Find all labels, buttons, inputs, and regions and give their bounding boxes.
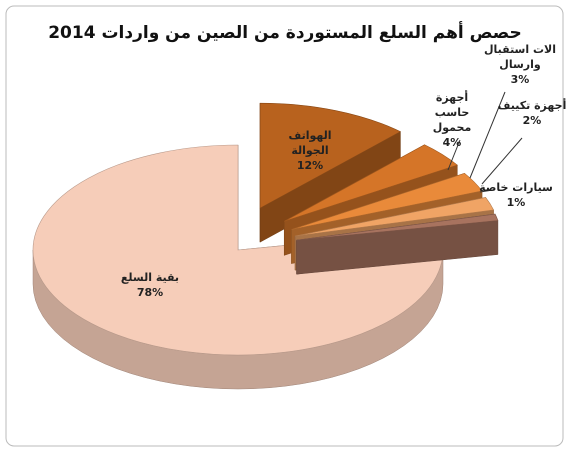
slice-label: أجهزة حاسب محمول 4% bbox=[417, 90, 487, 150]
pie-slice bbox=[291, 172, 483, 230]
leader-line bbox=[447, 139, 461, 171]
slice-label: أجهزة تكييف 2% bbox=[492, 98, 570, 128]
slice-value: 12% bbox=[296, 159, 324, 172]
leader-line bbox=[481, 137, 523, 185]
slice-label: الات استقبال وارسال 3% bbox=[483, 42, 558, 87]
slice-name: أجهزة حاسب محمول bbox=[432, 91, 472, 134]
chart-title: حصص أهم السلع المستوردة من الصين من وارد… bbox=[48, 21, 522, 43]
slice-value: 78% bbox=[136, 286, 164, 299]
slice-name: سيارات خاصة bbox=[479, 181, 553, 194]
pie-slice bbox=[259, 102, 402, 209]
pie-slice bbox=[296, 213, 499, 241]
slice-name: الهواتف الجوالة bbox=[288, 129, 332, 157]
slice-name: الات استقبال وارسال bbox=[483, 43, 556, 71]
leader-line bbox=[479, 189, 494, 193]
leader-lines bbox=[447, 91, 523, 193]
slice-value: 3% bbox=[510, 73, 530, 86]
slice-value: 1% bbox=[506, 196, 526, 209]
slice-value: 2% bbox=[522, 114, 542, 127]
pie-slice bbox=[32, 144, 444, 356]
leader-line bbox=[469, 91, 506, 179]
slice-label: سيارات خاصة 1% bbox=[476, 180, 556, 210]
slice-name: أجهزة تكييف bbox=[497, 99, 567, 112]
slice-value: 4% bbox=[442, 136, 462, 149]
pie-slice bbox=[295, 197, 495, 237]
slice-name: بقية السلع bbox=[120, 271, 180, 284]
pie bbox=[32, 102, 499, 390]
slice-label: الهواتف الجوالة 12% bbox=[270, 128, 350, 173]
slice-label: بقية السلع 78% bbox=[105, 270, 195, 300]
pie-slice bbox=[284, 144, 458, 222]
